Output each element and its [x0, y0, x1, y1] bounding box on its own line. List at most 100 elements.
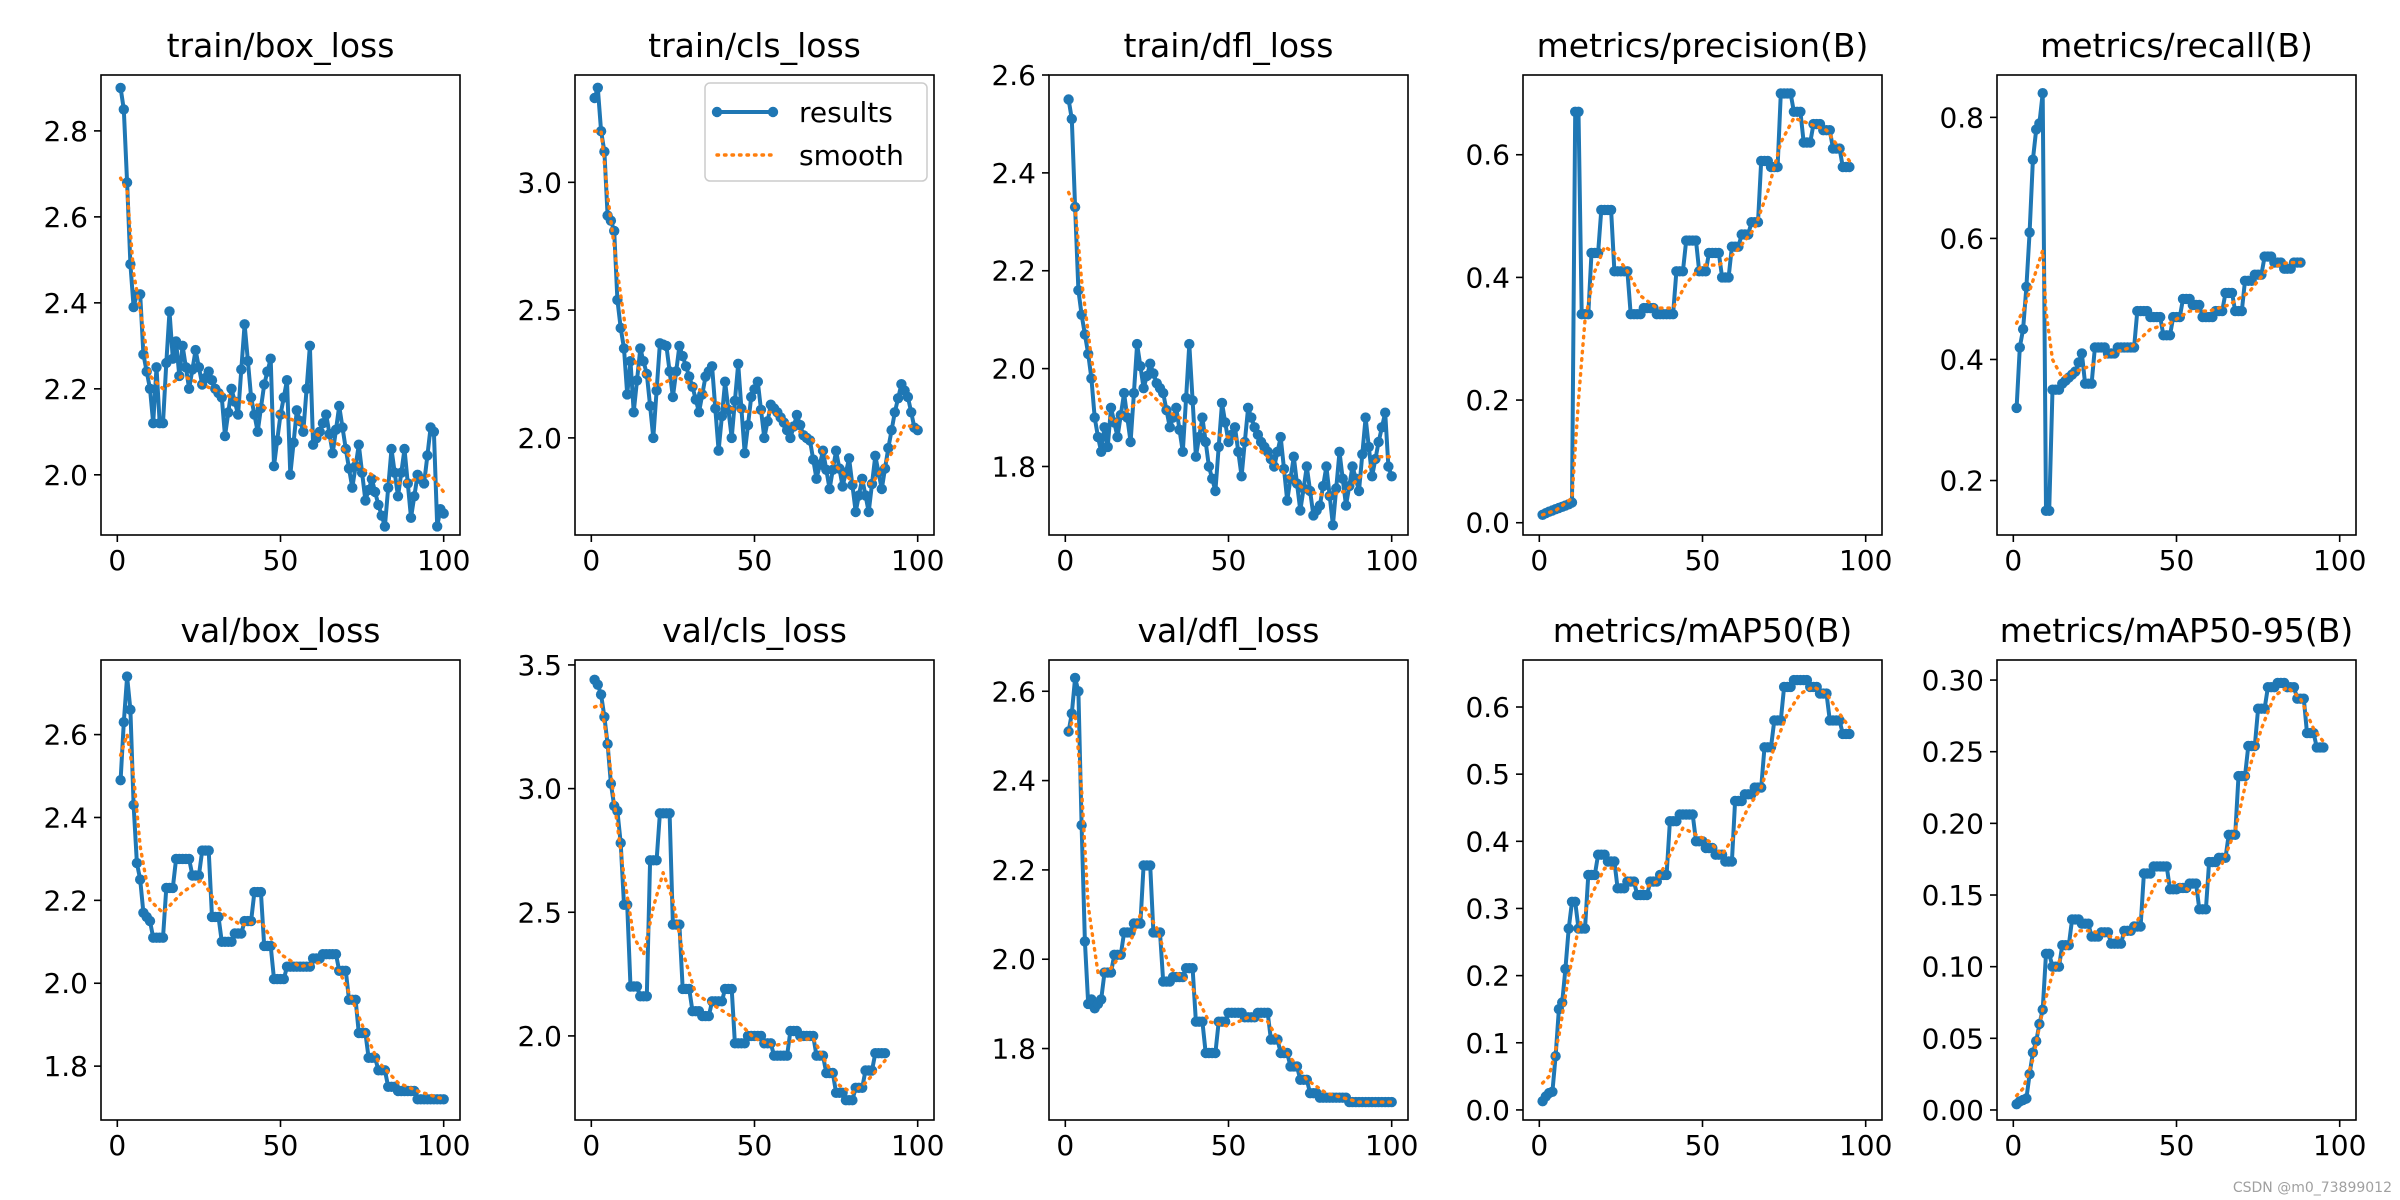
- data-point: [850, 506, 861, 518]
- legend-box: [704, 82, 928, 182]
- data-point: [2034, 118, 2045, 129]
- data-point: [680, 361, 692, 372]
- data-point: [1138, 383, 1149, 394]
- data-point: [317, 418, 329, 429]
- x-tick-label: 50: [1685, 1129, 1721, 1162]
- data-point: [726, 983, 737, 995]
- data-point: [1321, 461, 1332, 472]
- x-tick-label: 0: [582, 1129, 600, 1162]
- data-point: [595, 689, 607, 700]
- axes-frame: [1522, 659, 1883, 1121]
- data-point: [183, 383, 195, 394]
- data-point: [350, 994, 361, 1005]
- data-point: [255, 886, 267, 898]
- data-point: [219, 430, 231, 442]
- data-point: [135, 874, 146, 885]
- data-point: [1220, 417, 1231, 428]
- data-point: [1210, 485, 1221, 497]
- data-point: [1844, 728, 1855, 740]
- data-point: [1667, 309, 1679, 320]
- y-tick-label: 2.6: [43, 719, 88, 752]
- data-point: [193, 870, 205, 881]
- data-point: [1690, 235, 1702, 246]
- data-point: [1187, 395, 1198, 406]
- data-point: [298, 426, 309, 437]
- data-point: [1079, 936, 1091, 947]
- y-tick-label: 1.8: [991, 1033, 1036, 1066]
- data-point: [879, 463, 891, 474]
- data-point: [167, 353, 178, 364]
- data-point: [1197, 1016, 1208, 1027]
- x-tick-label: 0: [582, 544, 600, 577]
- y-tick-label: 0.2: [1939, 465, 1984, 498]
- x-tick-label: 50: [1211, 544, 1247, 577]
- y-tick-label: 0.0: [1465, 1094, 1510, 1127]
- data-point: [857, 473, 868, 484]
- legend-results-marker: [711, 106, 723, 118]
- y-tick-label: 3.0: [517, 166, 562, 199]
- data-point: [2115, 938, 2127, 949]
- data-point: [906, 407, 917, 418]
- data-point: [902, 391, 914, 403]
- data-point: [1334, 446, 1345, 457]
- data-point: [265, 353, 276, 364]
- data-point: [2200, 904, 2212, 915]
- data-point: [618, 343, 630, 354]
- data-point: [641, 368, 652, 380]
- data-point: [1331, 483, 1342, 494]
- subplot-title: metrics/recall(B): [2040, 26, 2313, 65]
- data-point: [396, 467, 407, 478]
- series-results: [1537, 674, 1855, 1107]
- y-tick-label: 2.0: [517, 1020, 562, 1053]
- data-point: [1288, 451, 1300, 462]
- data-point: [1246, 412, 1257, 423]
- series-line-results: [592, 677, 887, 1103]
- data-point: [334, 400, 345, 412]
- data-point: [157, 418, 169, 429]
- data-point: [1200, 436, 1211, 448]
- data-point: [1589, 869, 1601, 881]
- data-point: [713, 445, 724, 456]
- data-point: [1210, 1047, 1221, 1059]
- data-point: [291, 405, 302, 416]
- subplot-title: val/dfl_loss: [1137, 611, 1319, 650]
- data-point: [719, 376, 731, 387]
- x-tick-label: 0: [2004, 1129, 2022, 1162]
- data-point: [1089, 412, 1100, 423]
- data-point: [684, 371, 695, 382]
- data-point: [193, 362, 205, 373]
- data-point: [1373, 436, 1384, 448]
- data-point: [1383, 461, 1394, 472]
- y-tick-label: 2.0: [991, 353, 1036, 386]
- data-point: [1229, 422, 1241, 433]
- data-point: [337, 422, 348, 433]
- data-point: [1262, 1007, 1273, 1018]
- series-results: [1063, 94, 1397, 531]
- series-results: [589, 82, 923, 518]
- x-tick-label: 0: [2004, 544, 2022, 577]
- data-point: [1363, 441, 1375, 453]
- data-point: [791, 409, 803, 421]
- data-point: [1834, 715, 1845, 726]
- data-point: [889, 407, 900, 418]
- series-line-smooth: [2014, 685, 2326, 1098]
- subplot-title: train/dfl_loss: [1124, 26, 1334, 65]
- data-point: [177, 340, 188, 351]
- data-point: [1570, 896, 1581, 907]
- data-point: [1376, 422, 1388, 433]
- data-point: [203, 845, 214, 856]
- data-point: [2086, 378, 2097, 389]
- data-point: [671, 366, 682, 377]
- data-point: [1216, 397, 1228, 409]
- y-tick-label: 0.6: [1465, 139, 1510, 172]
- y-tick-label: 2.8: [43, 115, 88, 148]
- data-point: [1125, 436, 1136, 448]
- y-tick-label: 2.0: [517, 422, 562, 455]
- data-point: [883, 442, 894, 454]
- data-point: [742, 419, 754, 431]
- legend: results smooth: [704, 82, 928, 182]
- series-smooth: [1540, 116, 1852, 517]
- x-tick-label: 50: [263, 544, 299, 577]
- data-point: [128, 301, 139, 313]
- data-point: [405, 512, 417, 523]
